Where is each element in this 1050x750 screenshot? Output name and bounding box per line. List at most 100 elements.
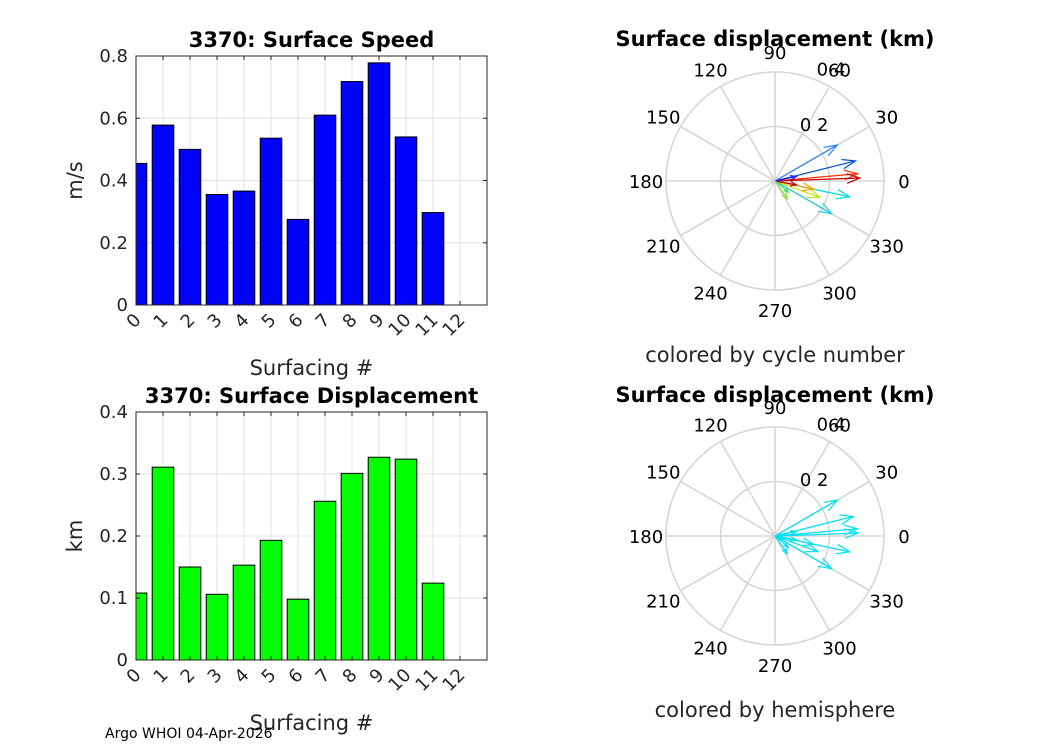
angle-label: 210 — [646, 592, 680, 613]
polar-chart-1: 0 30 60 90 120 150 180 210 240 270 300 330 0 2 0.4 Sur… — [615, 27, 934, 367]
radial-label: 0.4 — [817, 414, 846, 435]
x-tick-label: 2 — [177, 310, 200, 333]
x-tick-label: 3 — [204, 310, 227, 333]
y-tick-label: 0.4 — [99, 402, 128, 423]
y-tick-label: 0.8 — [99, 46, 128, 67]
vector-arrow — [774, 180, 799, 187]
angle-label: 150 — [646, 463, 680, 484]
y-tick-label: 0.3 — [99, 464, 128, 485]
x-tick-label: 12 — [438, 310, 469, 341]
angle-label: 330 — [870, 237, 904, 258]
x-axis-label: Surfacing # — [250, 711, 374, 735]
vector-arrow — [774, 180, 790, 194]
bar — [367, 62, 391, 305]
bar — [313, 500, 337, 660]
bar — [151, 124, 175, 305]
bar — [286, 218, 310, 305]
footer-credit: Argo WHOI 04-Apr-2026 — [105, 726, 273, 742]
vector-arrow — [774, 173, 862, 184]
polar-spoke — [774, 441, 831, 537]
y-tick-label: 0.2 — [99, 233, 128, 254]
bar — [151, 466, 175, 660]
polar-spoke — [680, 480, 776, 537]
x-tick-label: 0 — [123, 310, 146, 333]
bar — [286, 598, 310, 660]
angle-label: 30 — [875, 108, 898, 129]
angle-label: 120 — [693, 60, 727, 81]
bar — [178, 148, 202, 305]
y-tick-label: 0 — [117, 295, 128, 316]
x-axis-label: Surfacing # — [250, 356, 374, 380]
x-tick-label: 9 — [366, 665, 389, 688]
polar-spoke — [719, 441, 776, 537]
bar — [232, 564, 256, 660]
bars — [136, 62, 445, 305]
x-tick-label: 9 — [366, 310, 389, 333]
angle-label: 270 — [758, 301, 792, 322]
vector-arrow — [774, 529, 799, 537]
bars — [136, 456, 445, 660]
polar-spoke — [719, 180, 776, 276]
vector-arrow — [774, 528, 860, 539]
radial-label: 0 2 — [800, 470, 829, 491]
polar-spoke — [680, 535, 776, 592]
x-tick-label: 4 — [231, 665, 254, 688]
bar — [394, 136, 418, 305]
x-tick-label: 5 — [258, 665, 281, 688]
bar — [136, 592, 148, 660]
bar — [394, 458, 418, 660]
bar — [421, 582, 445, 660]
angle-label: 60 — [828, 415, 851, 436]
vector-arrow — [774, 535, 790, 549]
angle-label: 0 — [898, 527, 909, 548]
bar — [232, 190, 256, 305]
vector-arrow — [774, 535, 820, 553]
chart-title: 3370: Surface Speed — [189, 28, 435, 52]
x-tick-label: 7 — [312, 665, 335, 688]
vector-arrow — [774, 174, 799, 182]
angle-label: 30 — [875, 463, 898, 484]
angle-label: 180 — [629, 527, 663, 548]
radial-label: 0.4 — [817, 59, 846, 80]
y-tick-label: 0.4 — [99, 171, 128, 192]
x-tick-label: 3 — [204, 665, 227, 688]
vector-arrow — [774, 535, 799, 542]
bar — [178, 566, 202, 660]
polar-spoke — [719, 86, 776, 182]
angle-label: 150 — [646, 108, 680, 129]
bar — [367, 456, 391, 660]
x-tick-label: 12 — [438, 665, 469, 696]
angle-label: 120 — [693, 415, 727, 436]
angle-label: 60 — [828, 60, 851, 81]
bar — [205, 593, 229, 660]
y-tick-label: 0.2 — [99, 526, 128, 547]
polar-chart-2: 0 30 60 90 120 150 180 210 240 270 300 330 0 2 0.4 Sur… — [615, 383, 934, 722]
angle-label: 90 — [764, 398, 787, 419]
vector-arrow — [774, 180, 834, 215]
bar — [259, 539, 283, 660]
x-tick-label: 5 — [258, 310, 281, 333]
x-tick-label: 4 — [231, 310, 254, 333]
x-tick-label: 6 — [285, 310, 308, 333]
bar — [313, 114, 337, 305]
vector-arrow — [774, 180, 822, 199]
polar-spoke — [774, 86, 831, 182]
y-axis-label: km — [63, 520, 87, 553]
chart-title: 3370: Surface Displacement — [145, 384, 478, 408]
angle-label: 180 — [629, 172, 663, 193]
polar-title: Surface displacement (km) — [615, 383, 934, 407]
bar — [136, 162, 148, 305]
angle-label: 270 — [758, 656, 792, 677]
angle-label: 300 — [822, 284, 856, 305]
polar-spoke — [680, 125, 776, 182]
angle-label: 240 — [693, 639, 727, 660]
x-tick-label: 6 — [285, 665, 308, 688]
x-tick-label: 1 — [150, 310, 173, 333]
angle-label: 210 — [646, 237, 680, 258]
angle-label: 90 — [764, 43, 787, 64]
angle-label: 300 — [822, 639, 856, 660]
x-tick-label: 1 — [150, 665, 173, 688]
